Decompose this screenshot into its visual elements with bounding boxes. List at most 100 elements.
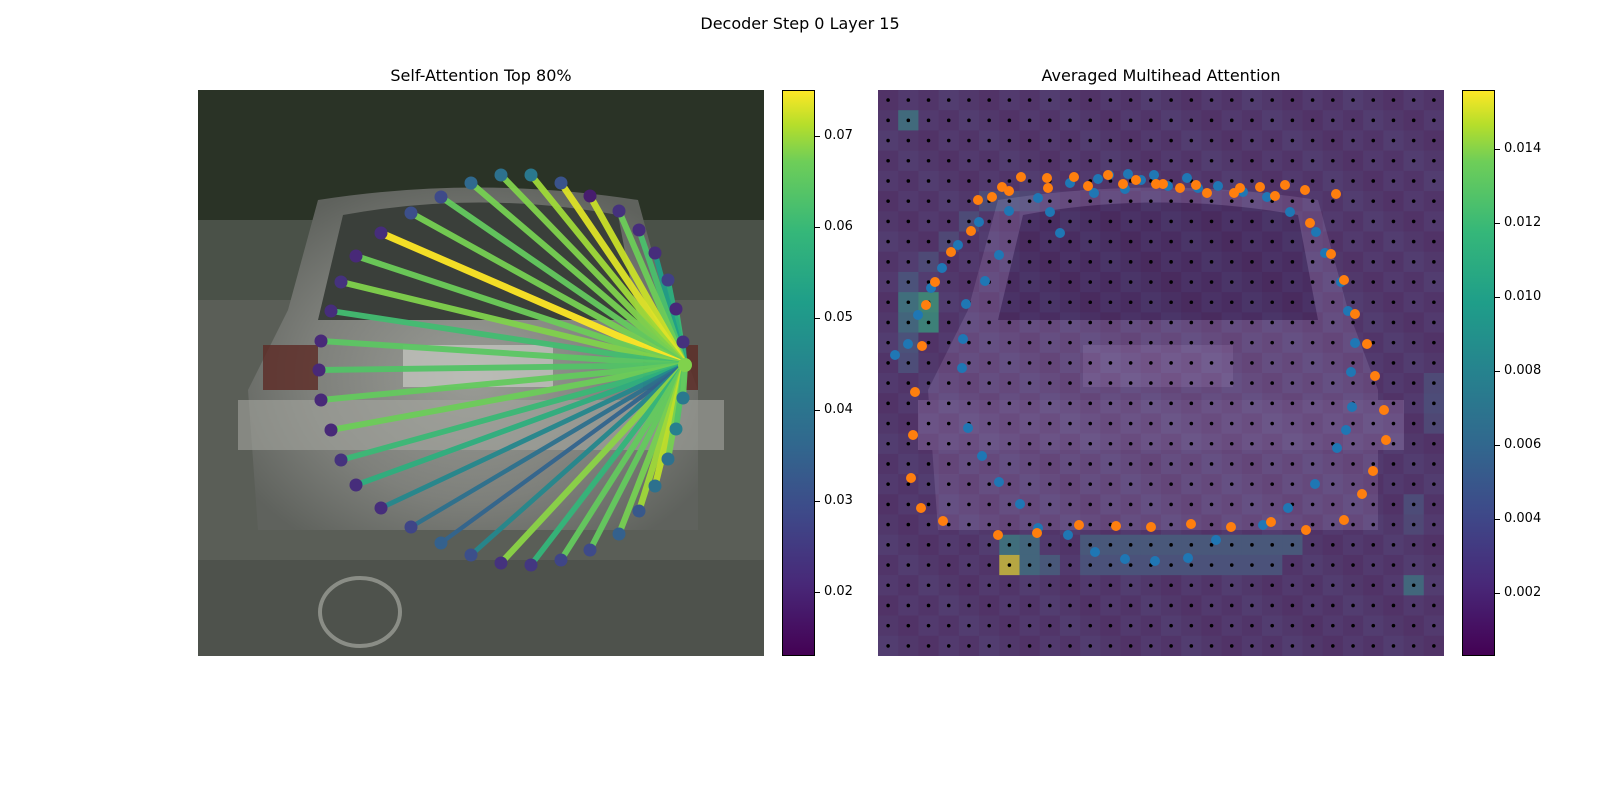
grid-dot [906,219,911,224]
grid-dot [886,401,890,406]
attention-node [583,543,597,557]
sampled-point-orange [1381,435,1391,445]
grid-dot [1411,219,1416,224]
grid-dot [1189,563,1194,567]
grid-dot [1007,644,1012,648]
grid-dot [1331,239,1335,244]
grid-dot [1290,340,1295,345]
grid-dot [1411,462,1416,466]
grid-dot [1088,603,1093,608]
grid-dot [1088,522,1093,527]
grid-dot [926,158,931,163]
grid-dot [1169,421,1173,426]
grid-dot [1149,340,1153,345]
grid-dot [1108,502,1113,507]
grid-dot [1310,158,1315,163]
grid-dot [906,98,911,102]
grid-dot [946,462,951,466]
grid-dot [1411,320,1416,325]
grid-dot [1189,320,1194,325]
reference-point-blue [1089,188,1099,198]
grid-dot [987,118,991,123]
grid-dot [1149,401,1153,406]
grid-dot [1209,462,1214,466]
grid-dot [1088,219,1093,224]
grid-dot [1331,522,1335,527]
grid-dot [1432,502,1436,507]
attention-edge [498,172,688,368]
attention-node [612,527,626,541]
grid-dot [1007,502,1012,507]
grid-dot [946,219,951,224]
reference-point-blue [913,310,923,320]
grid-dot [967,644,971,648]
grid-dot [1149,441,1153,446]
grid-dot [886,320,890,325]
grid-dot [1290,482,1295,486]
reference-point-blue [1004,206,1014,216]
grid-dot [906,401,911,406]
grid-dot [1351,260,1355,264]
grid-dot [1189,381,1194,385]
grid-dot [1068,583,1072,588]
grid-dot [926,603,931,608]
grid-dot [906,421,911,426]
grid-dot [1027,623,1032,628]
grid-dot [1128,543,1133,547]
grid-dot [1209,482,1214,486]
grid-dot [1088,421,1093,426]
grid-dot [1027,179,1032,183]
grid-dot [1068,421,1072,426]
grid-dot [967,563,971,567]
reference-point-blue [1285,207,1295,217]
sampled-point-orange [1016,172,1026,182]
grid-dot [1108,482,1113,486]
grid-dot [1290,441,1295,446]
grid-dot [926,421,931,426]
grid-dot [946,280,951,284]
attention-edge [409,363,687,529]
grid-dot [1351,502,1355,507]
grid-dot [1250,522,1254,527]
grid-dot [1290,644,1295,648]
grid-dot [1432,300,1436,305]
grid-dot [1270,644,1274,648]
attention-node [669,422,683,436]
attention-node [661,273,675,287]
grid-dot [1331,361,1335,365]
grid-dot [1169,563,1173,567]
grid-dot [1331,603,1335,608]
grid-dot [1290,583,1295,588]
grid-dot [1432,421,1436,426]
grid-dot [967,158,971,163]
grid-dot [1432,583,1436,588]
grid-dot [1189,543,1194,547]
reference-point-blue [1055,228,1065,238]
grid-dot [926,239,931,244]
grid-dot [1007,340,1012,345]
grid-dot [1189,361,1194,365]
grid-dot [1229,260,1234,264]
grid-dot [1432,462,1436,466]
grid-dot [1149,138,1153,143]
grid-dot [1088,563,1093,567]
grid-dot [1331,98,1335,102]
grid-dot [906,199,911,203]
grid-dot [1411,441,1416,446]
grid-dot [886,522,890,527]
left-colorbar-tick-mark [815,592,820,594]
grid-dot [946,603,951,608]
reference-point-blue [1283,503,1293,513]
self-attention-panel [198,90,764,656]
left-colorbar-tick-label: 0.02 [824,584,853,600]
self-attention-plot [198,90,764,656]
grid-dot [1128,381,1133,385]
grid-dot [1432,441,1436,446]
grid-dot [1068,563,1072,567]
sampled-point-orange [1357,489,1367,499]
grid-dot [1209,219,1214,224]
grid-dot [987,179,991,183]
grid-dot [1250,320,1254,325]
grid-dot [987,361,991,365]
grid-dot [967,239,971,244]
